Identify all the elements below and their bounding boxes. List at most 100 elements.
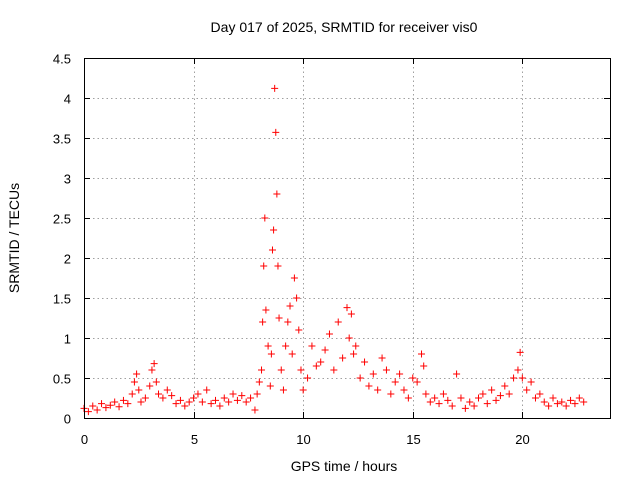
data-point — [483, 400, 491, 408]
data-point — [345, 334, 353, 342]
data-point — [470, 402, 478, 410]
data-point — [382, 366, 390, 374]
data-point — [207, 400, 215, 408]
data-point — [271, 84, 279, 92]
data-point — [558, 398, 566, 406]
data-point — [268, 246, 276, 254]
y-tick-label: 2.5 — [53, 212, 71, 227]
data-point — [413, 378, 421, 386]
data-point — [492, 396, 500, 404]
data-point — [297, 366, 305, 374]
data-point — [540, 398, 548, 406]
data-point — [176, 396, 184, 404]
data-point — [466, 398, 474, 406]
data-point — [571, 400, 579, 408]
data-point — [308, 342, 316, 350]
data-point — [369, 370, 377, 378]
y-tick-label: 3 — [64, 172, 71, 187]
data-point — [290, 274, 298, 282]
x-tick-label: 0 — [81, 432, 88, 447]
data-point — [288, 350, 296, 358]
data-point — [220, 394, 228, 402]
data-point — [553, 400, 561, 408]
y-axis-label: SRMTID / TECUs — [6, 183, 22, 293]
data-point — [496, 392, 504, 400]
data-point — [106, 401, 114, 409]
data-point — [274, 262, 282, 270]
data-point — [378, 354, 386, 362]
y-tick-label: 0.5 — [53, 372, 71, 387]
y-tick-label: 4.5 — [53, 52, 71, 67]
data-point — [216, 402, 224, 410]
y-tick-label: 1.5 — [53, 292, 71, 307]
x-tick-label: 10 — [296, 432, 310, 447]
data-point — [431, 394, 439, 402]
data-point — [479, 390, 487, 398]
data-point — [536, 390, 544, 398]
data-point — [272, 128, 280, 136]
y-tick-label: 4 — [64, 92, 71, 107]
data-point — [299, 386, 307, 394]
data-point — [545, 402, 553, 410]
data-point — [212, 396, 219, 404]
data-point — [350, 350, 358, 358]
data-point — [259, 318, 267, 326]
data-point — [461, 404, 469, 412]
data-point — [347, 310, 355, 318]
data-point — [233, 396, 241, 404]
data-point — [426, 398, 434, 406]
data-point — [155, 390, 163, 398]
data-point — [282, 342, 290, 350]
data-point — [435, 400, 443, 408]
data-point — [439, 390, 447, 398]
x-tick-label: 5 — [191, 432, 198, 447]
data-point — [150, 360, 158, 368]
data-point — [321, 346, 329, 354]
data-point — [527, 378, 535, 386]
data-point — [514, 366, 522, 374]
data-point — [475, 394, 482, 402]
data-point — [267, 350, 275, 358]
data-point — [293, 294, 301, 302]
data-point — [146, 382, 154, 390]
data-point — [567, 396, 575, 404]
data-point — [518, 374, 526, 382]
data-point — [343, 304, 351, 312]
data-point — [128, 390, 136, 398]
data-point — [119, 396, 127, 404]
data-point — [304, 374, 312, 382]
data-point — [255, 378, 263, 386]
data-point — [365, 382, 373, 390]
x-tick-label: 20 — [515, 432, 529, 447]
data-point — [251, 406, 259, 414]
grid — [84, 58, 610, 418]
data-point — [279, 386, 287, 394]
data-point — [260, 262, 268, 270]
data-point — [163, 386, 171, 394]
data-point — [516, 348, 524, 356]
data-point — [270, 226, 278, 234]
y-tick-label: 0 — [64, 412, 71, 427]
data-point — [334, 318, 342, 326]
data-point — [190, 394, 198, 402]
data-point — [400, 386, 408, 394]
data-point — [181, 402, 189, 410]
data-point — [312, 362, 320, 370]
data-point — [242, 398, 250, 406]
data-point — [374, 386, 382, 394]
x-tick-label: 15 — [406, 432, 420, 447]
data-point — [284, 318, 292, 326]
data-point — [198, 398, 206, 406]
y-tick-label: 3.5 — [53, 132, 71, 147]
data-point — [93, 406, 101, 414]
data-point — [325, 330, 333, 338]
data-point — [575, 394, 583, 402]
data-point — [225, 398, 233, 406]
data-point — [168, 392, 176, 400]
plot-frame — [84, 58, 611, 419]
data-point — [286, 302, 294, 310]
data-point — [253, 390, 261, 398]
data-point — [404, 394, 412, 402]
data-point — [501, 382, 509, 390]
data-point — [247, 394, 255, 402]
